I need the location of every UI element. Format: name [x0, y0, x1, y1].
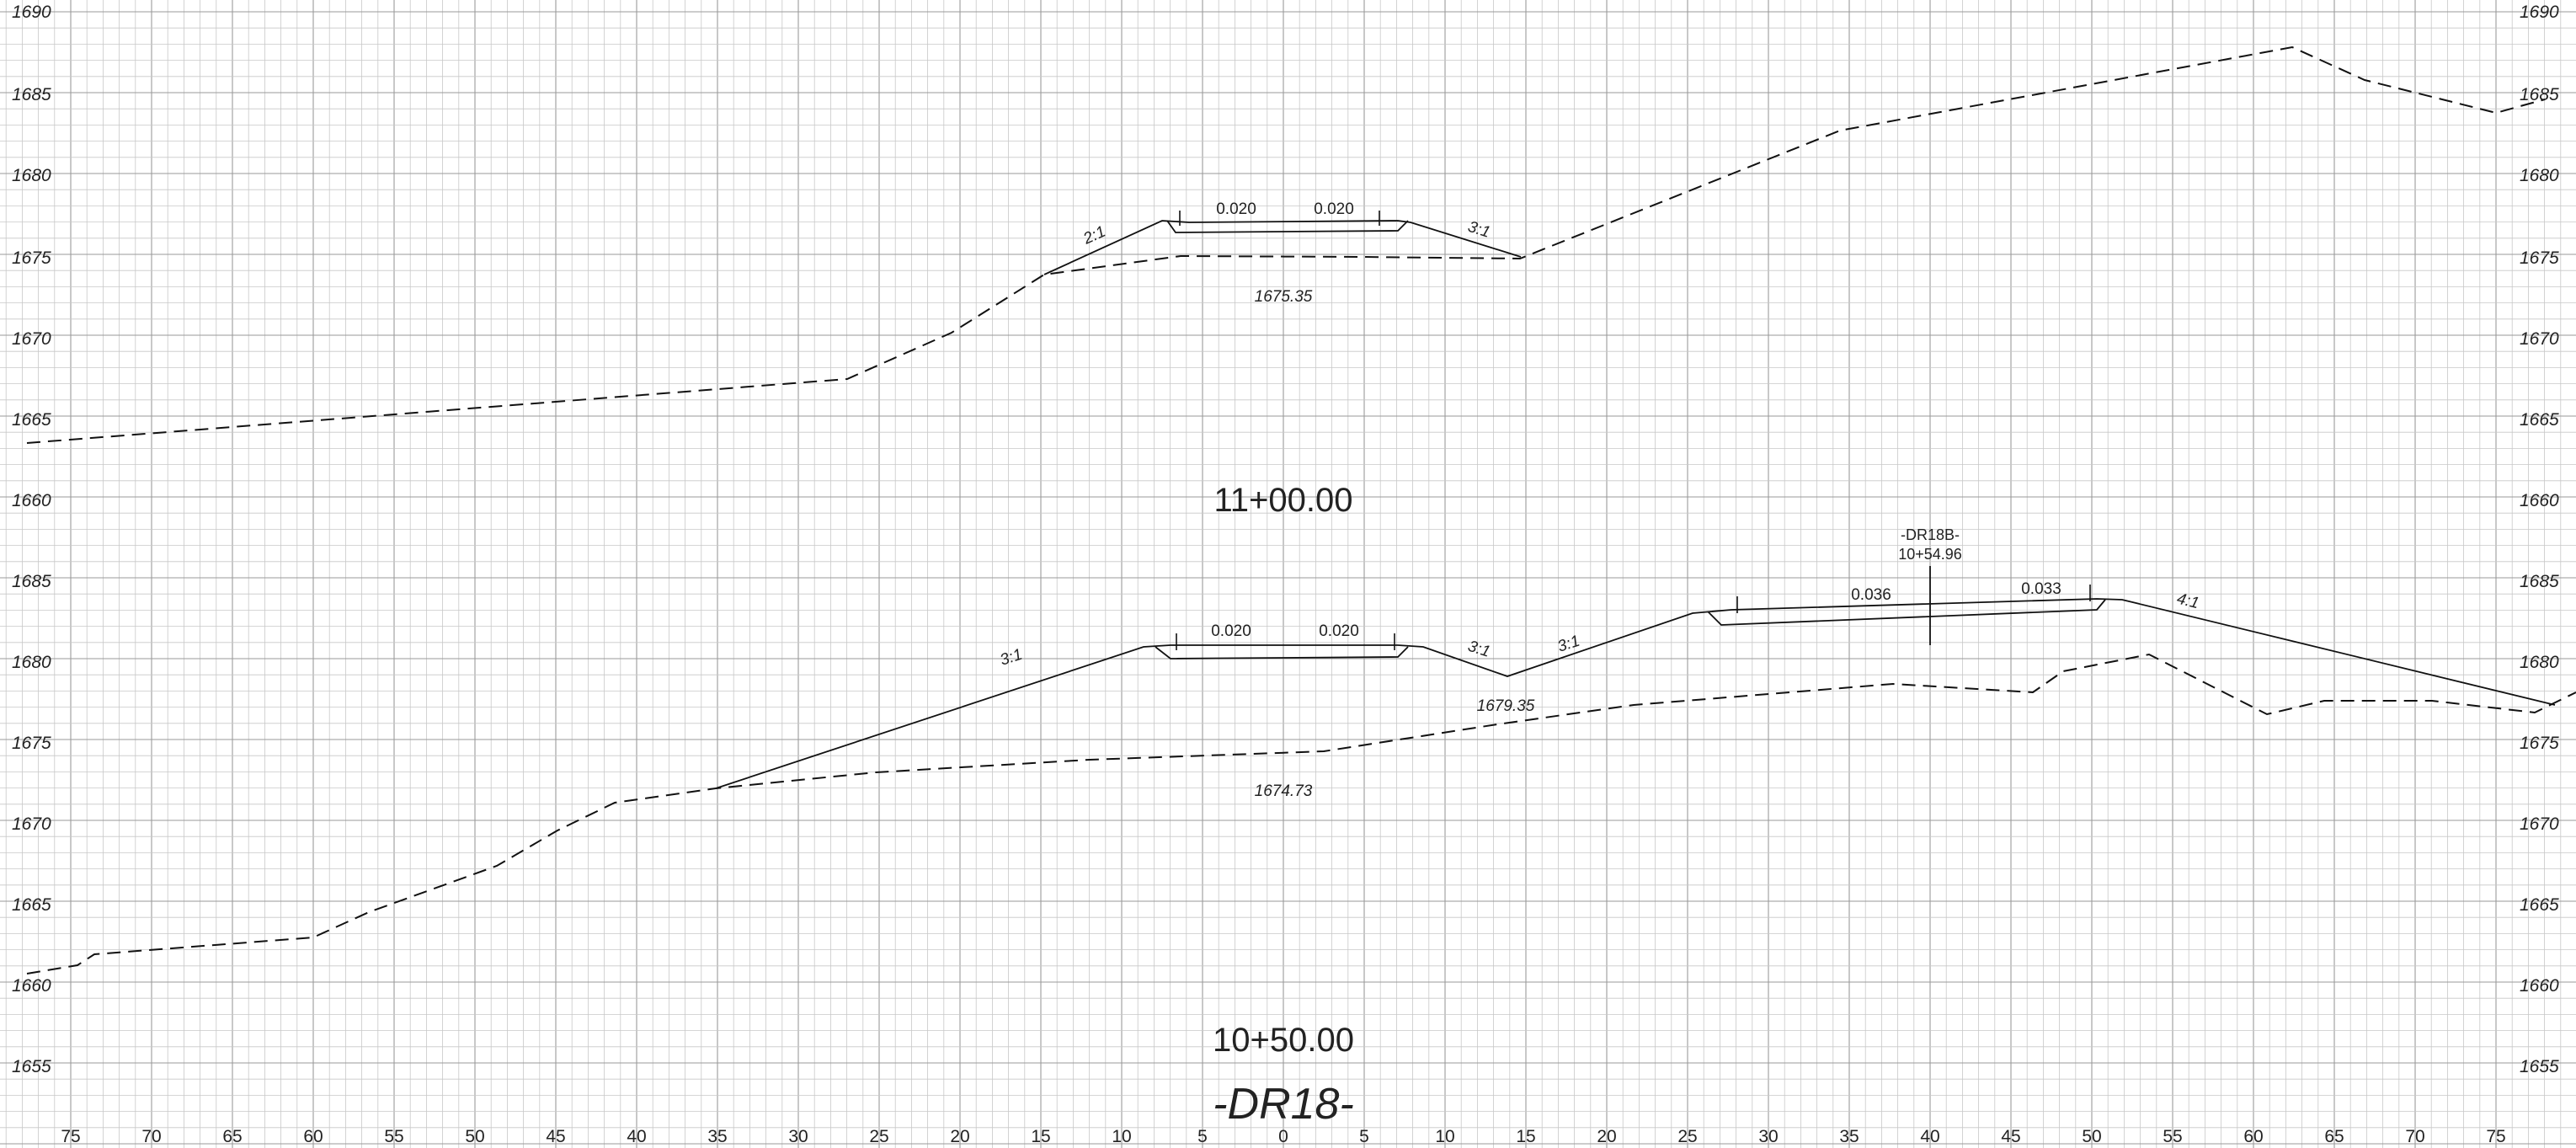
offset-label: 60 — [2243, 1127, 2263, 1146]
offset-label: 0 — [1278, 1127, 1288, 1146]
ground-elevation-label: 1674.73 — [1255, 782, 1313, 800]
proposed-subgrade-line — [1155, 646, 1409, 659]
elevation-label: 1675 — [12, 734, 51, 753]
offset-label: 5 — [1359, 1127, 1369, 1146]
offset-label: 75 — [61, 1127, 80, 1146]
offset-label: 70 — [141, 1127, 161, 1146]
elevation-label: 1680 — [12, 166, 51, 185]
offset-label: 35 — [1839, 1127, 1859, 1146]
section-10-50: -DR18B- 10+54.96 0.020 0.020 0.036 0.033… — [26, 526, 2576, 1059]
station-label: 11+00.00 — [1214, 482, 1353, 519]
offset-label: 75 — [2486, 1127, 2505, 1146]
right-elevation-labels: 1690 1685 1680 1675 1670 1665 1660 1685 … — [2520, 3, 2559, 1076]
elevation-label: 1670 — [2520, 814, 2559, 834]
elevation-label: 1665 — [12, 895, 51, 915]
ground-elevation-label: 1679.35 — [1477, 697, 1535, 715]
offset-label: 30 — [1758, 1127, 1778, 1146]
cross-slope-label: 0.020 — [1314, 200, 1354, 218]
elevation-label: 1680 — [2520, 653, 2559, 672]
cross-slope-label: 0.020 — [1319, 622, 1359, 640]
left-elevation-labels: 1690 1685 1680 1675 1670 1665 1660 1685 … — [12, 3, 51, 1076]
offset-label: 50 — [465, 1127, 484, 1146]
elevation-label: 1675 — [2520, 248, 2559, 268]
elevation-label: 1680 — [2520, 166, 2559, 185]
station-label: 10+50.00 — [1213, 1022, 1354, 1059]
elevation-label: 1675 — [2520, 734, 2559, 753]
elevation-label: 1670 — [12, 814, 51, 834]
offset-label: 30 — [788, 1127, 808, 1146]
offset-label: 65 — [222, 1127, 242, 1146]
elevation-label: 1670 — [2520, 329, 2559, 349]
elevation-label: 1655 — [2520, 1057, 2559, 1076]
elevation-label: 1670 — [12, 329, 51, 349]
elevation-label: 1655 — [12, 1057, 51, 1076]
offset-label: 15 — [1516, 1127, 1535, 1146]
cross-slope-label: 0.036 — [1851, 586, 1891, 604]
offset-label: 55 — [384, 1127, 403, 1146]
cross-slope-label: 0.033 — [2021, 580, 2061, 598]
elevation-label: 1660 — [2520, 976, 2559, 996]
offset-label: 25 — [869, 1127, 888, 1146]
cross-slope-label: 0.020 — [1216, 200, 1256, 218]
offset-label: 50 — [2082, 1127, 2101, 1146]
ground-elevation-label: 1675.35 — [1255, 288, 1313, 306]
elevation-label: 1660 — [12, 976, 51, 996]
elevation-label: 1665 — [2520, 895, 2559, 915]
offset-label: 65 — [2324, 1127, 2344, 1146]
elevation-label: 1685 — [2520, 85, 2559, 104]
offset-label: 55 — [2163, 1127, 2182, 1146]
offset-label: 70 — [2405, 1127, 2424, 1146]
offset-label: 35 — [707, 1127, 727, 1146]
sheet-title: -DR18- — [1213, 1080, 1354, 1129]
offset-label: 25 — [1677, 1127, 1697, 1146]
offset-label: 10 — [1435, 1127, 1454, 1146]
alignment-station: 10+54.96 — [1898, 546, 1962, 563]
proposed-subgrade-line — [1166, 220, 1409, 233]
elevation-label: 1660 — [2520, 491, 2559, 510]
offset-label: 10 — [1112, 1127, 1131, 1146]
proposed-subgrade-line — [1707, 599, 2106, 626]
offset-label: 40 — [1920, 1127, 1939, 1146]
offset-label: 20 — [1597, 1127, 1616, 1146]
cross-slope-label: 0.020 — [1211, 622, 1251, 640]
elevation-label: 1690 — [2520, 3, 2559, 22]
existing-ground-line — [26, 45, 2546, 444]
offset-labels: 75 70 65 60 55 50 45 40 35 30 25 20 15 1… — [61, 1127, 2505, 1146]
offset-label: 40 — [627, 1127, 646, 1146]
alignment-name: -DR18B- — [1901, 526, 1960, 543]
elevation-label: 1685 — [2520, 572, 2559, 591]
offset-label: 45 — [2001, 1127, 2020, 1146]
elevation-label: 1685 — [12, 85, 51, 104]
offset-label: 15 — [1031, 1127, 1050, 1146]
elevation-label: 1685 — [12, 572, 51, 591]
offset-label: 60 — [303, 1127, 323, 1146]
elevation-label: 1675 — [12, 248, 51, 268]
elevation-label: 1660 — [12, 491, 51, 510]
offset-label: 20 — [950, 1127, 969, 1146]
offset-label: 45 — [546, 1127, 565, 1146]
elevation-label: 1665 — [2520, 410, 2559, 430]
elevation-label: 1680 — [12, 653, 51, 672]
existing-ground-line — [26, 653, 2576, 974]
elevation-label: 1665 — [12, 410, 51, 430]
offset-label: 5 — [1197, 1127, 1208, 1146]
proposed-roadway-line — [715, 598, 2556, 789]
elevation-label: 1690 — [12, 3, 51, 22]
proposed-roadway-line — [1043, 220, 1522, 275]
